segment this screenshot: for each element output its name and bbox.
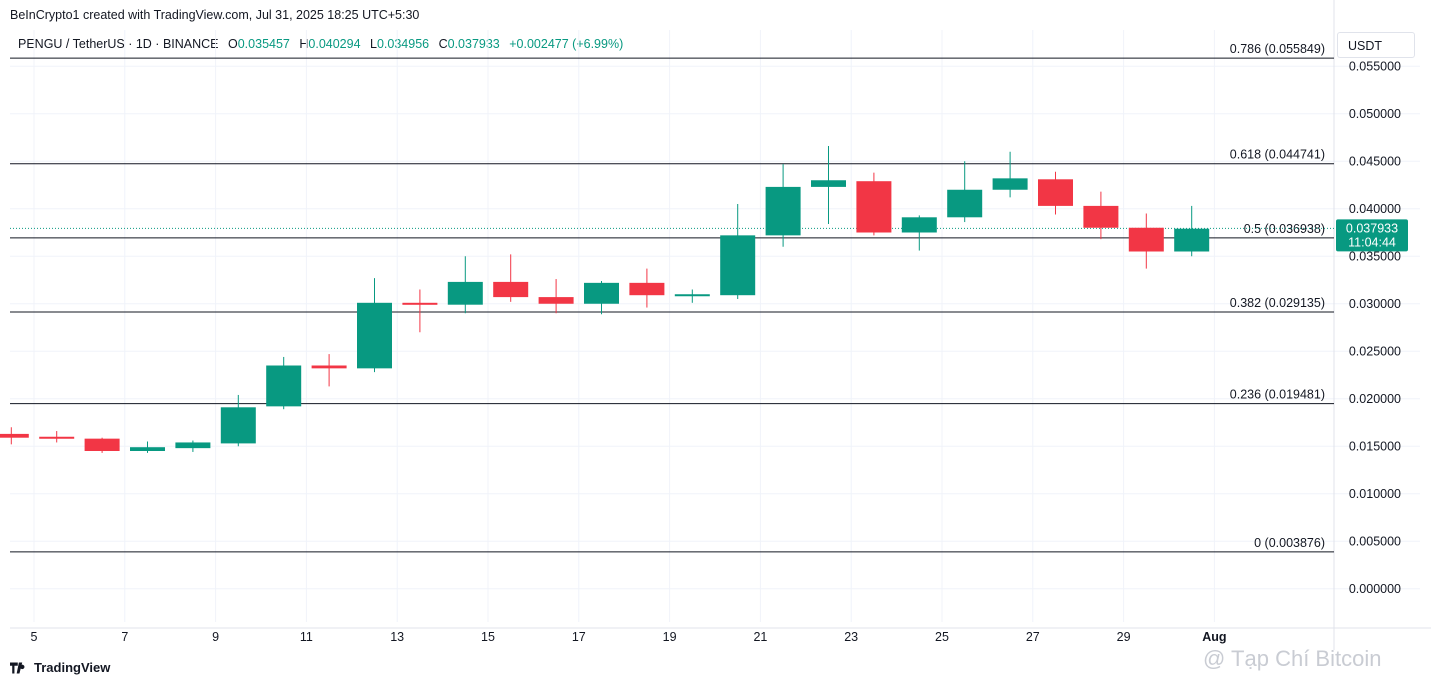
x-tick-label: 13 xyxy=(390,630,404,644)
candle-body xyxy=(175,442,211,449)
open-value: 0.035457 xyxy=(237,37,290,51)
x-tick-label: 19 xyxy=(663,630,677,644)
candle-body xyxy=(538,297,574,304)
y-tick-label: 0.040000 xyxy=(1349,202,1401,216)
candle-body xyxy=(1083,205,1119,228)
y-tick-label: 0.010000 xyxy=(1349,487,1401,501)
candle-body xyxy=(674,294,710,297)
candle-body xyxy=(402,302,438,305)
fib-label: 0 (0.003876) xyxy=(1254,536,1325,550)
candle-body xyxy=(357,302,392,369)
high-value: 0.040294 xyxy=(308,37,361,51)
candle-body xyxy=(765,186,801,236)
fib-label: 0.236 (0.019481) xyxy=(1230,388,1325,402)
price-tag-countdown: 11:04:44 xyxy=(1348,235,1396,249)
y-tick-label: 0.055000 xyxy=(1349,59,1401,73)
candle-body xyxy=(447,281,483,305)
fib-label: 0.5 (0.036938) xyxy=(1244,222,1325,236)
fib-label: 0.618 (0.044741) xyxy=(1230,148,1325,162)
y-tick-label: 0.050000 xyxy=(1349,107,1401,121)
fib-levels: 0.786 (0.055849) 0.618 (0.044741) 0.5 (0.0… xyxy=(10,42,1334,553)
y-tick-label: 0.025000 xyxy=(1349,344,1401,358)
x-tick-label: 23 xyxy=(844,630,858,644)
x-tick-label: 17 xyxy=(572,630,586,644)
x-tick-label: 5 xyxy=(31,630,38,644)
chart-grid xyxy=(10,0,1431,650)
candle-body xyxy=(629,282,665,296)
candles xyxy=(0,146,1210,453)
close-label: C xyxy=(438,37,448,51)
x-tick-label: 15 xyxy=(481,630,495,644)
y-tick-label: 0.000000 xyxy=(1349,582,1401,596)
fib-label: 0.786 (0.055849) xyxy=(1230,42,1325,56)
tradingview-logo[interactable]: TradingView xyxy=(10,660,110,675)
candle-body xyxy=(84,438,120,451)
open-label: O xyxy=(228,37,238,51)
time-axis: 5 7 9 11 13 15 17 19 21 23 25 27 29 Aug xyxy=(31,630,1227,644)
candle-body xyxy=(39,436,75,439)
candle-body xyxy=(901,217,937,233)
candle-body xyxy=(720,235,756,296)
candle-body xyxy=(947,189,983,218)
candle-body xyxy=(856,181,892,233)
x-tick-label: 7 xyxy=(121,630,128,644)
y-tick-label: 0.035000 xyxy=(1349,249,1401,263)
low-value: 0.034956 xyxy=(376,37,430,51)
candle-body xyxy=(1174,228,1210,252)
currency-selector[interactable]: USDT xyxy=(1337,32,1415,58)
candle-body xyxy=(311,365,347,369)
y-tick-label: 0.030000 xyxy=(1349,297,1401,311)
tradingview-logo-icon xyxy=(10,661,25,674)
candle-body xyxy=(493,281,529,298)
x-tick-label: 25 xyxy=(935,630,949,644)
price-axis: 0.000000 0.005000 0.010000 0.015000 0.020000… xyxy=(1349,59,1401,596)
candle-body xyxy=(1128,227,1164,252)
price-tag-value: 0.037933 xyxy=(1346,221,1398,235)
x-tick-label: 21 xyxy=(753,630,767,644)
candle-body xyxy=(266,365,302,407)
candle-body xyxy=(220,407,256,444)
x-tick-label: Aug xyxy=(1202,630,1226,644)
change-value: +0.002477 (+6.99%) xyxy=(509,37,624,51)
candle-body xyxy=(130,447,165,451)
chart-caption: BeInCrypto1 created with TradingView.com… xyxy=(10,8,420,22)
candle-body xyxy=(584,282,619,304)
high-label: H xyxy=(299,37,309,51)
x-tick-label: 9 xyxy=(212,630,219,644)
symbol-legend: PENGU / TetherUS · 1D · BINANCE O0.03545… xyxy=(18,37,623,51)
x-tick-label: 27 xyxy=(1026,630,1040,644)
low-label: L xyxy=(370,37,377,51)
price-tag-bg xyxy=(1336,219,1408,252)
tradingview-brand: TradingView xyxy=(34,660,111,675)
fib-label: 0.382 (0.029135) xyxy=(1230,296,1325,310)
candle-body xyxy=(811,180,846,187)
y-tick-label: 0.020000 xyxy=(1349,392,1401,406)
candle-body xyxy=(0,433,29,438)
close-value: 0.037933 xyxy=(447,37,500,51)
x-tick-label: 29 xyxy=(1117,630,1131,644)
y-tick-label: 0.015000 xyxy=(1349,439,1401,453)
x-tick-label: 11 xyxy=(300,630,313,644)
candle-body xyxy=(992,178,1028,190)
candle-body xyxy=(1038,179,1073,206)
y-tick-label: 0.045000 xyxy=(1349,154,1401,168)
watermark: @ Tạp Chí Bitcoin xyxy=(1203,646,1382,671)
symbol-name: PENGU / TetherUS · 1D · BINANCE xyxy=(18,37,219,51)
y-tick-label: 0.005000 xyxy=(1349,534,1401,548)
